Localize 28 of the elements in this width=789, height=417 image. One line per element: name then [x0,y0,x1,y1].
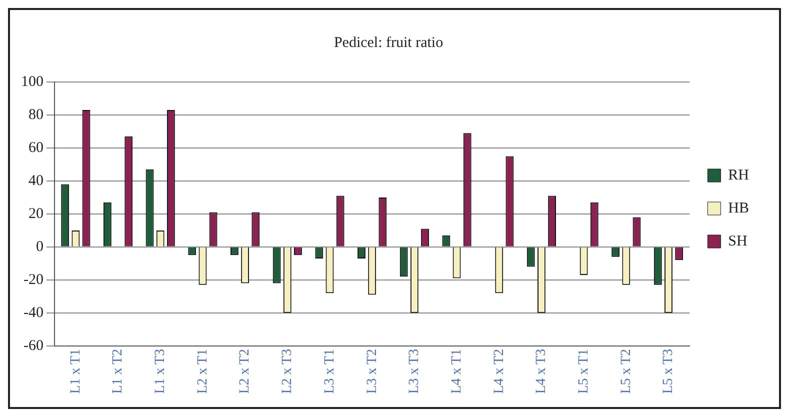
y-tick-label: -20 [24,272,44,288]
x-tick-label: L2 x T3 [280,348,296,394]
x-tick-label: L3 x T3 [407,348,422,394]
y-tick-label: 80 [28,106,44,123]
x-tick-label: L5 x T1 [576,348,592,394]
y-tick-label: 40 [28,172,44,189]
x-tick-label: L4 x T2 [492,348,507,394]
x-tick-label: L5 x T3 [661,348,676,394]
x-tick-label: L1 x T2 [110,348,126,394]
x-tick-label: L4 x T1 [449,348,464,394]
x-tick-label: L2 x T2 [238,348,253,394]
y-tick-label: 100 [21,74,44,90]
x-tick-label: L3 x T1 [322,348,338,394]
chart-title: Pedicel: fruit ratio [334,34,444,51]
y-tick-label: 20 [28,206,44,222]
x-tick-label: L1 x T3 [153,348,168,394]
legend-label: SH [728,233,748,250]
x-tick-label: L1 x T1 [68,348,84,394]
x-tick-label: L5 x T2 [618,348,634,394]
legend-label: HB [728,200,750,216]
x-tick-label: L4 x T3 [534,348,550,394]
y-tick-label: 60 [28,140,44,156]
y-tick-label: -40 [24,304,44,321]
y-tick-label: 0 [36,238,44,255]
x-tick-label: L2 x T1 [195,348,210,394]
legend-label: RH [728,167,750,184]
y-tick-label: -60 [24,338,44,354]
x-tick-label: L3 x T2 [364,348,380,394]
